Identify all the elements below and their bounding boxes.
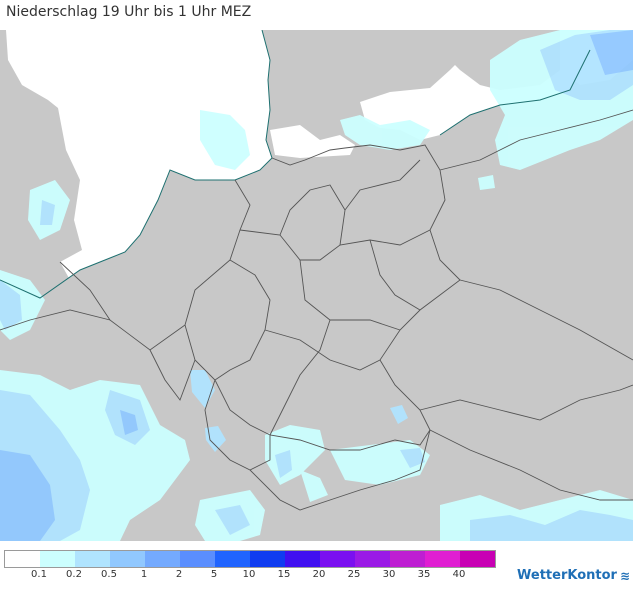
legend-tick-label: 40: [452, 569, 466, 580]
legend-swatch: [320, 551, 355, 567]
map-title: Niederschlag 19 Uhr bis 1 Uhr MEZ: [6, 4, 252, 20]
denmark-island: [344, 52, 380, 92]
legend-swatch: [110, 551, 145, 567]
legend-tick-label: 20: [312, 569, 326, 580]
legend-tick-label: 0.1: [31, 569, 47, 580]
legend-swatch: [425, 551, 460, 567]
legend-tick-label: 0.2: [66, 569, 82, 580]
precipitation-map: [0, 30, 633, 541]
denmark-island: [300, 70, 340, 112]
legend-tick-label: 10: [242, 569, 256, 580]
legend-swatch: [460, 551, 495, 567]
legend-ticks: 0.1 0.2 0.5 1 2 5 10 15 20 25 30 35 40: [4, 569, 504, 583]
legend-tick-label: 30: [382, 569, 396, 580]
legend-tick-label: 5: [210, 569, 218, 580]
legend-swatch: [145, 551, 180, 567]
legend-tick-label: 0.5: [101, 569, 117, 580]
legend-swatch: [250, 551, 285, 567]
borders: [0, 109, 633, 511]
brand-logo: WetterKontor ≋: [517, 568, 630, 583]
legend-swatch: [215, 551, 250, 567]
legend-swatch: [285, 551, 320, 567]
legend-swatch: [40, 551, 75, 567]
legend-swatch: [355, 551, 390, 567]
legend-tick-label: 2: [175, 569, 183, 580]
legend-swatch: [180, 551, 215, 567]
land: [0, 30, 82, 300]
legend-swatch: [75, 551, 110, 567]
legend-tick-label: 35: [417, 569, 431, 580]
brand-name: WetterKontor: [517, 568, 617, 583]
continent: [0, 30, 633, 541]
legend-swatch: [390, 551, 425, 567]
legend-tick-label: 25: [347, 569, 361, 580]
precipitation-layer: [0, 30, 633, 541]
wave-icon: ≋: [619, 568, 630, 583]
coastlines: [0, 30, 591, 299]
legend-tick-label: 15: [277, 569, 291, 580]
precipitation-legend: [4, 550, 496, 568]
legend-swatch: [5, 551, 40, 567]
legend-tick-label: 1: [140, 569, 148, 580]
